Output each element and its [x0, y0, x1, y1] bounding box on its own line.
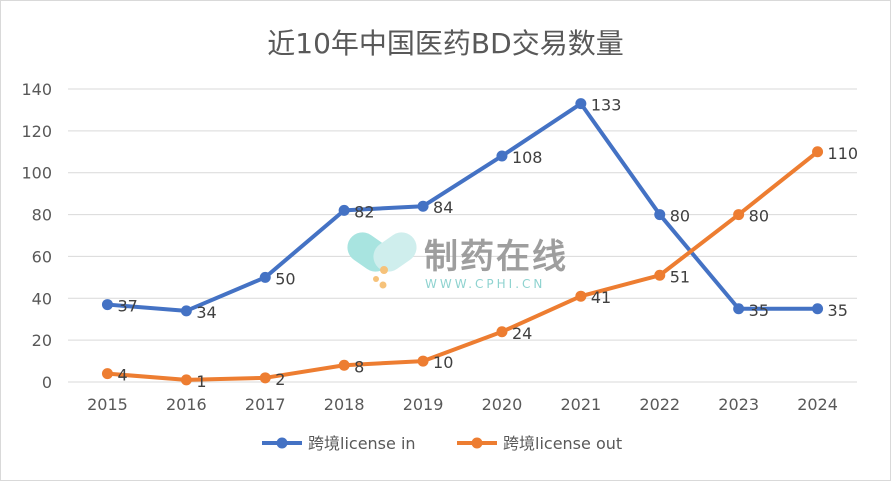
data-point	[417, 200, 429, 212]
data-point	[259, 372, 271, 384]
data-label: 4	[117, 366, 127, 385]
data-point	[733, 303, 745, 315]
data-point	[654, 209, 666, 221]
x-tick-label: 2023	[718, 395, 759, 414]
data-label: 2	[275, 370, 285, 389]
data-label: 80	[749, 207, 769, 226]
legend-swatch-marker	[276, 437, 288, 449]
data-point	[812, 303, 824, 315]
x-tick-label: 2016	[166, 395, 207, 414]
data-label: 10	[433, 353, 453, 372]
x-tick-label: 2017	[245, 395, 286, 414]
data-label: 41	[591, 288, 611, 307]
data-label: 133	[591, 96, 622, 115]
watermark-text: 制药在线	[424, 237, 568, 277]
data-label: 34	[196, 303, 216, 322]
data-label: 35	[828, 301, 848, 320]
y-tick-label: 140	[21, 80, 52, 99]
data-point	[338, 359, 350, 371]
y-tick-label: 20	[32, 331, 52, 350]
x-axis-ticks: 2015 2016 2017 2018 2019 2020 2021 2022 2023 2024	[87, 395, 838, 414]
capsule-logo-icon	[347, 232, 417, 289]
chart-title: 近10年中国医药BD交易数量	[267, 27, 624, 60]
y-tick-label: 100	[21, 164, 52, 183]
data-point	[101, 368, 113, 380]
data-point	[496, 150, 508, 162]
data-point	[812, 146, 824, 158]
data-label: 110	[828, 144, 859, 163]
series-line	[105, 101, 820, 313]
data-point	[496, 326, 508, 338]
data-label: 1	[196, 372, 206, 391]
x-tick-label: 2015	[87, 395, 128, 414]
data-label: 80	[670, 207, 690, 226]
x-tick-label: 2021	[560, 395, 601, 414]
data-label: 108	[512, 148, 543, 167]
legend-label: 跨境license out	[503, 434, 622, 453]
legend-label: 跨境license in	[308, 434, 416, 453]
y-tick-label: 0	[42, 373, 52, 392]
x-tick-label: 2019	[403, 395, 444, 414]
data-point	[575, 98, 587, 110]
watermark: 制药在线 WWW.CPHI.CN	[347, 232, 568, 291]
series-1: 37 34 50 82 84 108 133 80 35 35	[101, 96, 848, 322]
data-label: 24	[512, 324, 532, 343]
watermark-url: WWW.CPHI.CN	[425, 277, 545, 291]
data-point	[575, 290, 587, 302]
x-tick-label: 2020	[482, 395, 523, 414]
data-point	[180, 374, 192, 386]
data-point	[654, 269, 666, 281]
y-tick-label: 60	[32, 247, 52, 266]
legend-swatch-marker	[471, 437, 483, 449]
data-point	[180, 305, 192, 317]
data-point	[733, 209, 745, 221]
legend: 跨境license in 跨境license out	[262, 434, 622, 453]
x-tick-label: 2022	[639, 395, 680, 414]
data-point	[417, 355, 429, 367]
data-label: 84	[433, 198, 453, 217]
data-label: 82	[354, 202, 374, 221]
series-line	[105, 149, 820, 382]
data-point	[101, 299, 113, 311]
data-label: 35	[749, 301, 769, 320]
gridlines	[68, 88, 857, 383]
y-tick-label: 80	[32, 206, 52, 225]
x-tick-label: 2018	[324, 395, 365, 414]
y-tick-label: 40	[32, 289, 52, 308]
x-tick-label: 2024	[797, 395, 838, 414]
data-point	[338, 204, 350, 216]
y-axis-ticks: 0 20 40 60 80 100 120 140	[21, 80, 52, 392]
data-label: 50	[275, 269, 295, 288]
data-label: 8	[354, 357, 364, 376]
y-tick-label: 120	[21, 122, 52, 141]
data-label: 37	[117, 297, 137, 316]
data-point	[259, 271, 271, 283]
data-label: 51	[670, 267, 690, 286]
